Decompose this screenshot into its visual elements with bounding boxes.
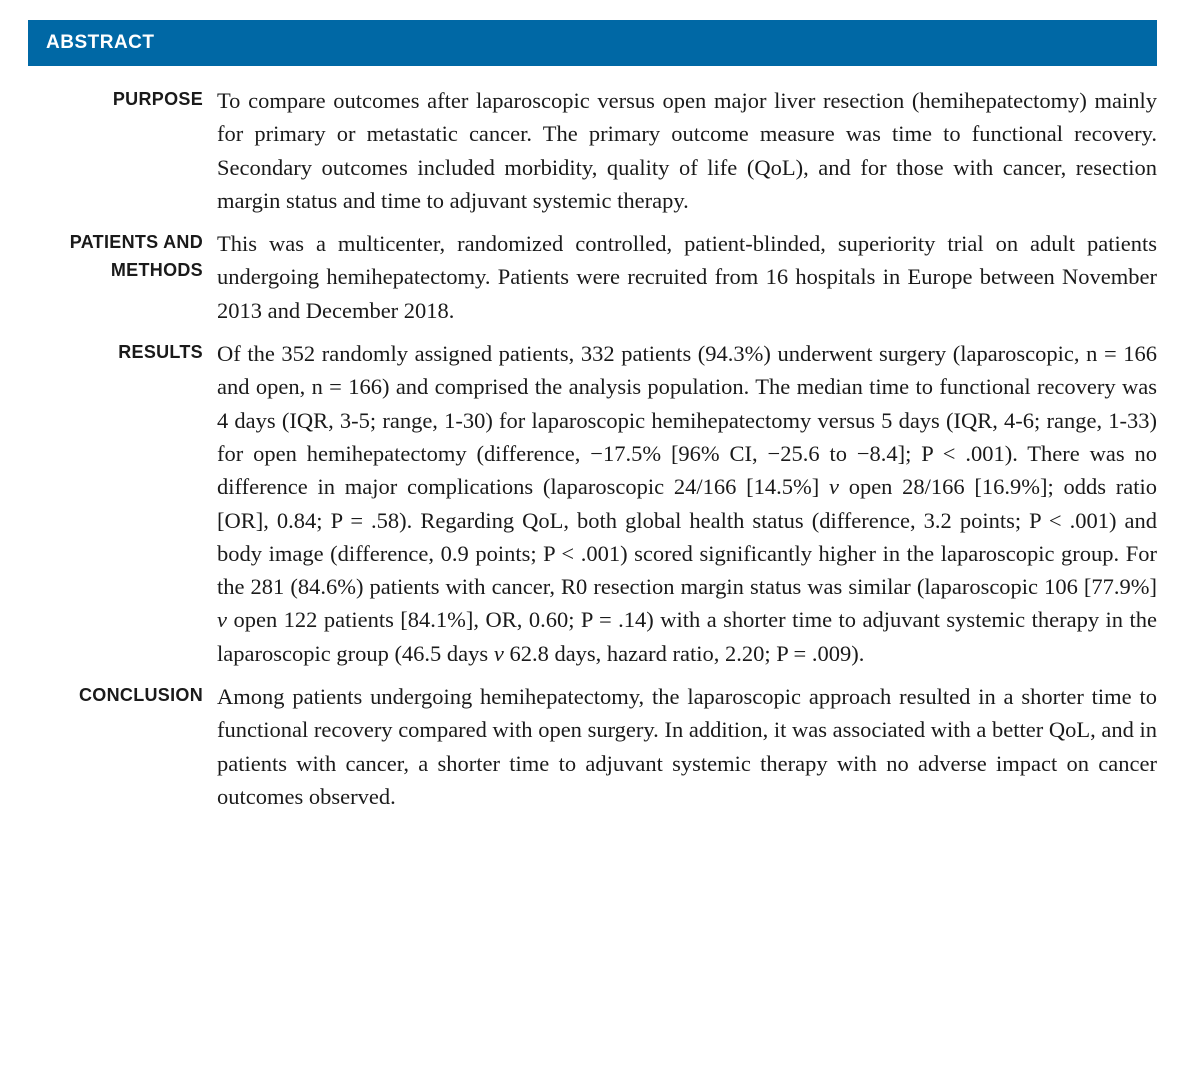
methods-label-line1: PATIENTS AND <box>70 232 203 252</box>
section-label-results: RESULTS <box>28 337 217 670</box>
section-body-methods: This was a multicenter, randomized contr… <box>217 227 1157 327</box>
results-v3: v <box>494 641 504 666</box>
section-body-purpose: To compare outcomes after laparoscopic v… <box>217 84 1157 217</box>
results-text-4: 62.8 days, hazard ratio, 2.20; P = .009)… <box>504 641 865 666</box>
section-results: RESULTS Of the 352 randomly assigned pat… <box>28 337 1157 670</box>
section-body-results: Of the 352 randomly assigned patients, 3… <box>217 337 1157 670</box>
section-conclusion: CONCLUSION Among patients undergoing hem… <box>28 680 1157 813</box>
section-purpose: PURPOSE To compare outcomes after laparo… <box>28 84 1157 217</box>
results-v2: v <box>217 607 227 632</box>
methods-label-line2: METHODS <box>111 260 203 280</box>
section-label-conclusion: CONCLUSION <box>28 680 217 813</box>
results-v1: v <box>829 474 839 499</box>
abstract-container: ABSTRACT PURPOSE To compare outcomes aft… <box>0 0 1185 853</box>
section-body-conclusion: Among patients undergoing hemihepatectom… <box>217 680 1157 813</box>
section-label-methods: PATIENTS AND METHODS <box>28 227 217 327</box>
section-label-purpose: PURPOSE <box>28 84 217 217</box>
section-methods: PATIENTS AND METHODS This was a multicen… <box>28 227 1157 327</box>
abstract-header: ABSTRACT <box>28 20 1157 66</box>
